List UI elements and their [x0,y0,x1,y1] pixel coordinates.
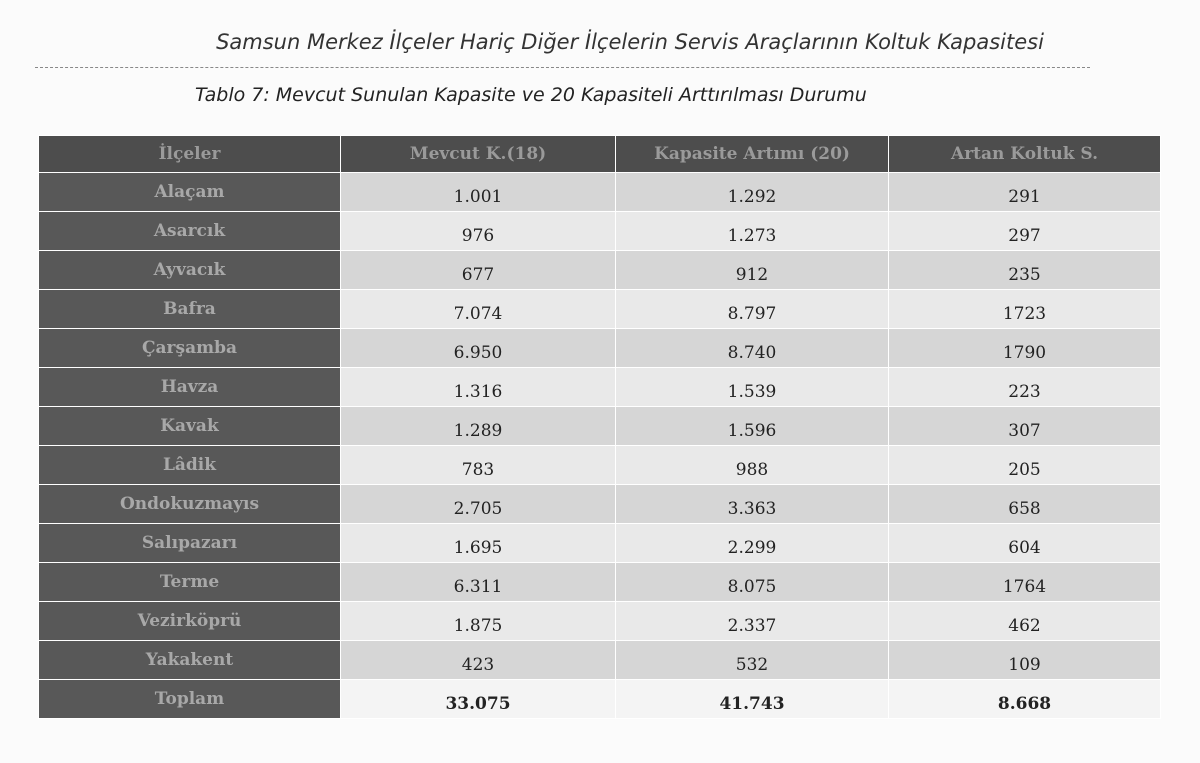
value-cell: 1.292 [615,172,889,212]
value-cell: 2.705 [340,484,616,524]
value-cell: 7.074 [340,289,616,329]
value-cell: 6.950 [340,328,616,368]
table-caption: Tablo 7: Mevcut Sunulan Kapasite ve 20 K… [195,84,867,106]
value-cell: 423 [340,640,616,680]
value-cell: 1723 [888,289,1161,329]
column-header: Kapasite Artımı (20) [615,135,889,173]
table-row: Terme 6.311 8.075 1764 [38,562,1161,602]
column-header: Artan Koltuk S. [888,135,1161,173]
district-cell: Terme [38,562,341,602]
district-cell: Asarcık [38,211,341,251]
table-row: Alaçam 1.001 1.292 291 [38,172,1161,212]
value-cell: 1790 [888,328,1161,368]
value-cell: 1.875 [340,601,616,641]
value-cell: 3.363 [615,484,889,524]
value-cell: 205 [888,445,1161,485]
table-row: Asarcık 976 1.273 297 [38,211,1161,251]
value-cell: 8.075 [615,562,889,602]
value-cell: 8.740 [615,328,889,368]
district-cell: Ayvacık [38,250,341,290]
data-table: İlçeler Mevcut K.(18) Kapasite Artımı (20)… [38,135,1161,719]
value-cell: 109 [888,640,1161,680]
value-cell: 677 [340,250,616,290]
table-row: Vezirköprü 1.875 2.337 462 [38,601,1161,641]
table-row: Kavak 1.289 1.596 307 [38,406,1161,446]
value-cell: 988 [615,445,889,485]
value-cell: 33.075 [340,679,616,719]
value-cell: 976 [340,211,616,251]
value-cell: 223 [888,367,1161,407]
value-cell: 462 [888,601,1161,641]
divider [35,67,1090,68]
value-cell: 235 [888,250,1161,290]
value-cell: 1.273 [615,211,889,251]
column-header: İlçeler [38,135,341,173]
district-cell: Alaçam [38,172,341,212]
district-cell: Ondokuzmayıs [38,484,341,524]
value-cell: 783 [340,445,616,485]
district-cell: Çarşamba [38,328,341,368]
value-cell: 1.695 [340,523,616,563]
table-row: Çarşamba 6.950 8.740 1790 [38,328,1161,368]
table-row: Bafra 7.074 8.797 1723 [38,289,1161,329]
table-row: Ayvacık 677 912 235 [38,250,1161,290]
district-cell: Salıpazarı [38,523,341,563]
page-title: Samsun Merkez İlçeler Hariç Diğer İlçele… [216,30,1044,54]
value-cell: 6.311 [340,562,616,602]
value-cell: 532 [615,640,889,680]
value-cell: 1.539 [615,367,889,407]
value-cell: 1.289 [340,406,616,446]
district-cell: Havza [38,367,341,407]
column-header: Mevcut K.(18) [340,135,616,173]
value-cell: 1.596 [615,406,889,446]
value-cell: 8.668 [888,679,1161,719]
value-cell: 307 [888,406,1161,446]
district-cell: Yakakent [38,640,341,680]
table-row: Lâdik 783 988 205 [38,445,1161,485]
value-cell: 291 [888,172,1161,212]
table-row: Toplam 33.075 41.743 8.668 [38,679,1161,719]
table-row: Havza 1.316 1.539 223 [38,367,1161,407]
value-cell: 2.337 [615,601,889,641]
value-cell: 8.797 [615,289,889,329]
table-row: Ondokuzmayıs 2.705 3.363 658 [38,484,1161,524]
value-cell: 1764 [888,562,1161,602]
value-cell: 658 [888,484,1161,524]
value-cell: 604 [888,523,1161,563]
value-cell: 41.743 [615,679,889,719]
table-row: Salıpazarı 1.695 2.299 604 [38,523,1161,563]
district-cell: Kavak [38,406,341,446]
value-cell: 297 [888,211,1161,251]
value-cell: 2.299 [615,523,889,563]
district-cell: Toplam [38,679,341,719]
value-cell: 1.001 [340,172,616,212]
district-cell: Lâdik [38,445,341,485]
table-row: Yakakent 423 532 109 [38,640,1161,680]
value-cell: 1.316 [340,367,616,407]
district-cell: Vezirköprü [38,601,341,641]
value-cell: 912 [615,250,889,290]
header-row: İlçeler Mevcut K.(18) Kapasite Artımı (20)… [38,135,1161,173]
district-cell: Bafra [38,289,341,329]
